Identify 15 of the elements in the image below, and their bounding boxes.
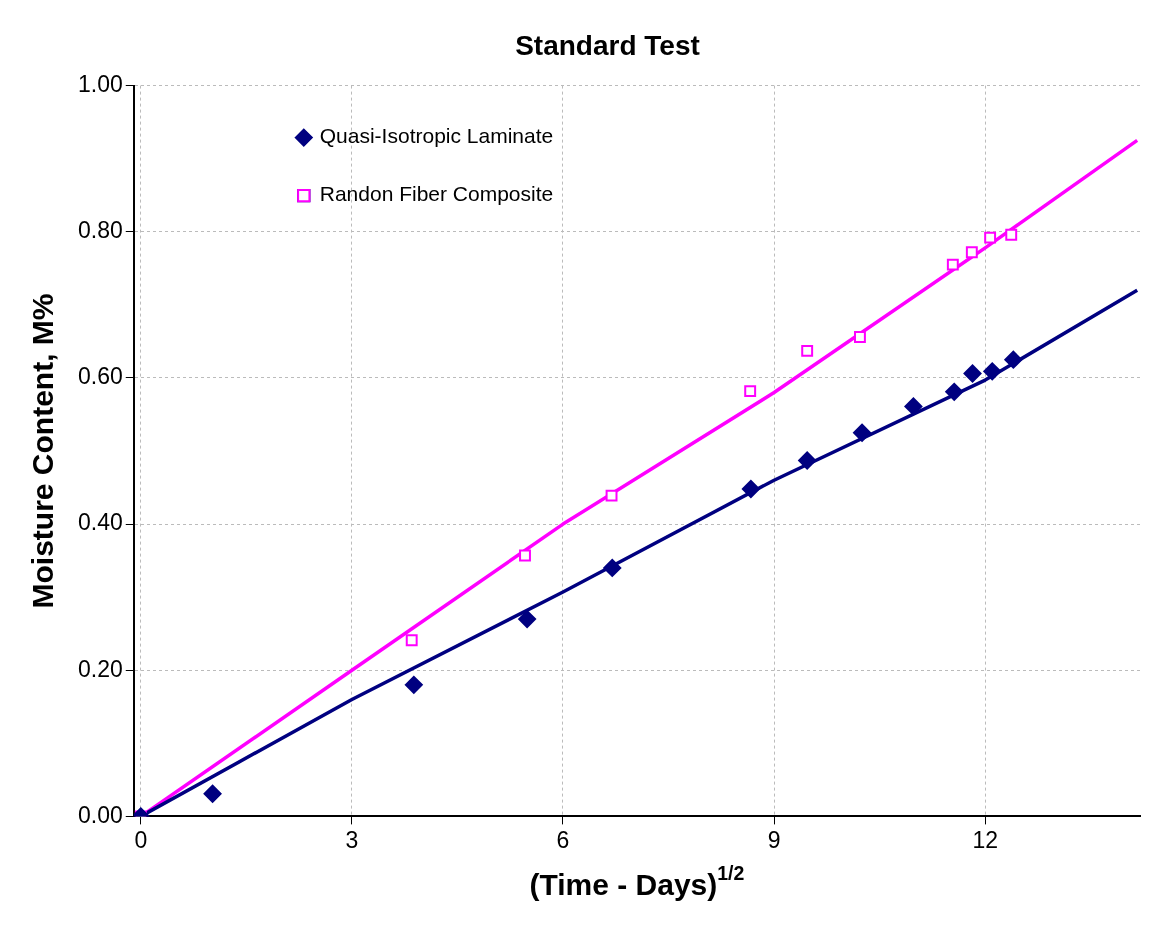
legend-label: Randon Fiber Composite bbox=[319, 182, 554, 206]
y-axis-title: Moisture Content, M% bbox=[26, 293, 60, 609]
x-tick-label: 6 bbox=[556, 826, 570, 853]
y-tick-label: 1.00 bbox=[78, 70, 123, 97]
y-tick-label: 0.20 bbox=[78, 655, 123, 682]
y-tick-label: 0.40 bbox=[78, 509, 123, 536]
x-tick-label: 9 bbox=[767, 826, 781, 853]
y-tick-label: 0.60 bbox=[78, 363, 123, 390]
legend-label: Quasi-Isotropic Laminate bbox=[319, 124, 554, 148]
chart-title: Standard Test bbox=[515, 29, 700, 61]
y-tick-label: 0.80 bbox=[78, 217, 123, 244]
x-tick-label: 12 bbox=[972, 826, 998, 853]
y-tick-label: 0.00 bbox=[78, 801, 123, 828]
x-tick-label: 0 bbox=[134, 826, 148, 853]
x-tick-label: 3 bbox=[345, 826, 359, 853]
